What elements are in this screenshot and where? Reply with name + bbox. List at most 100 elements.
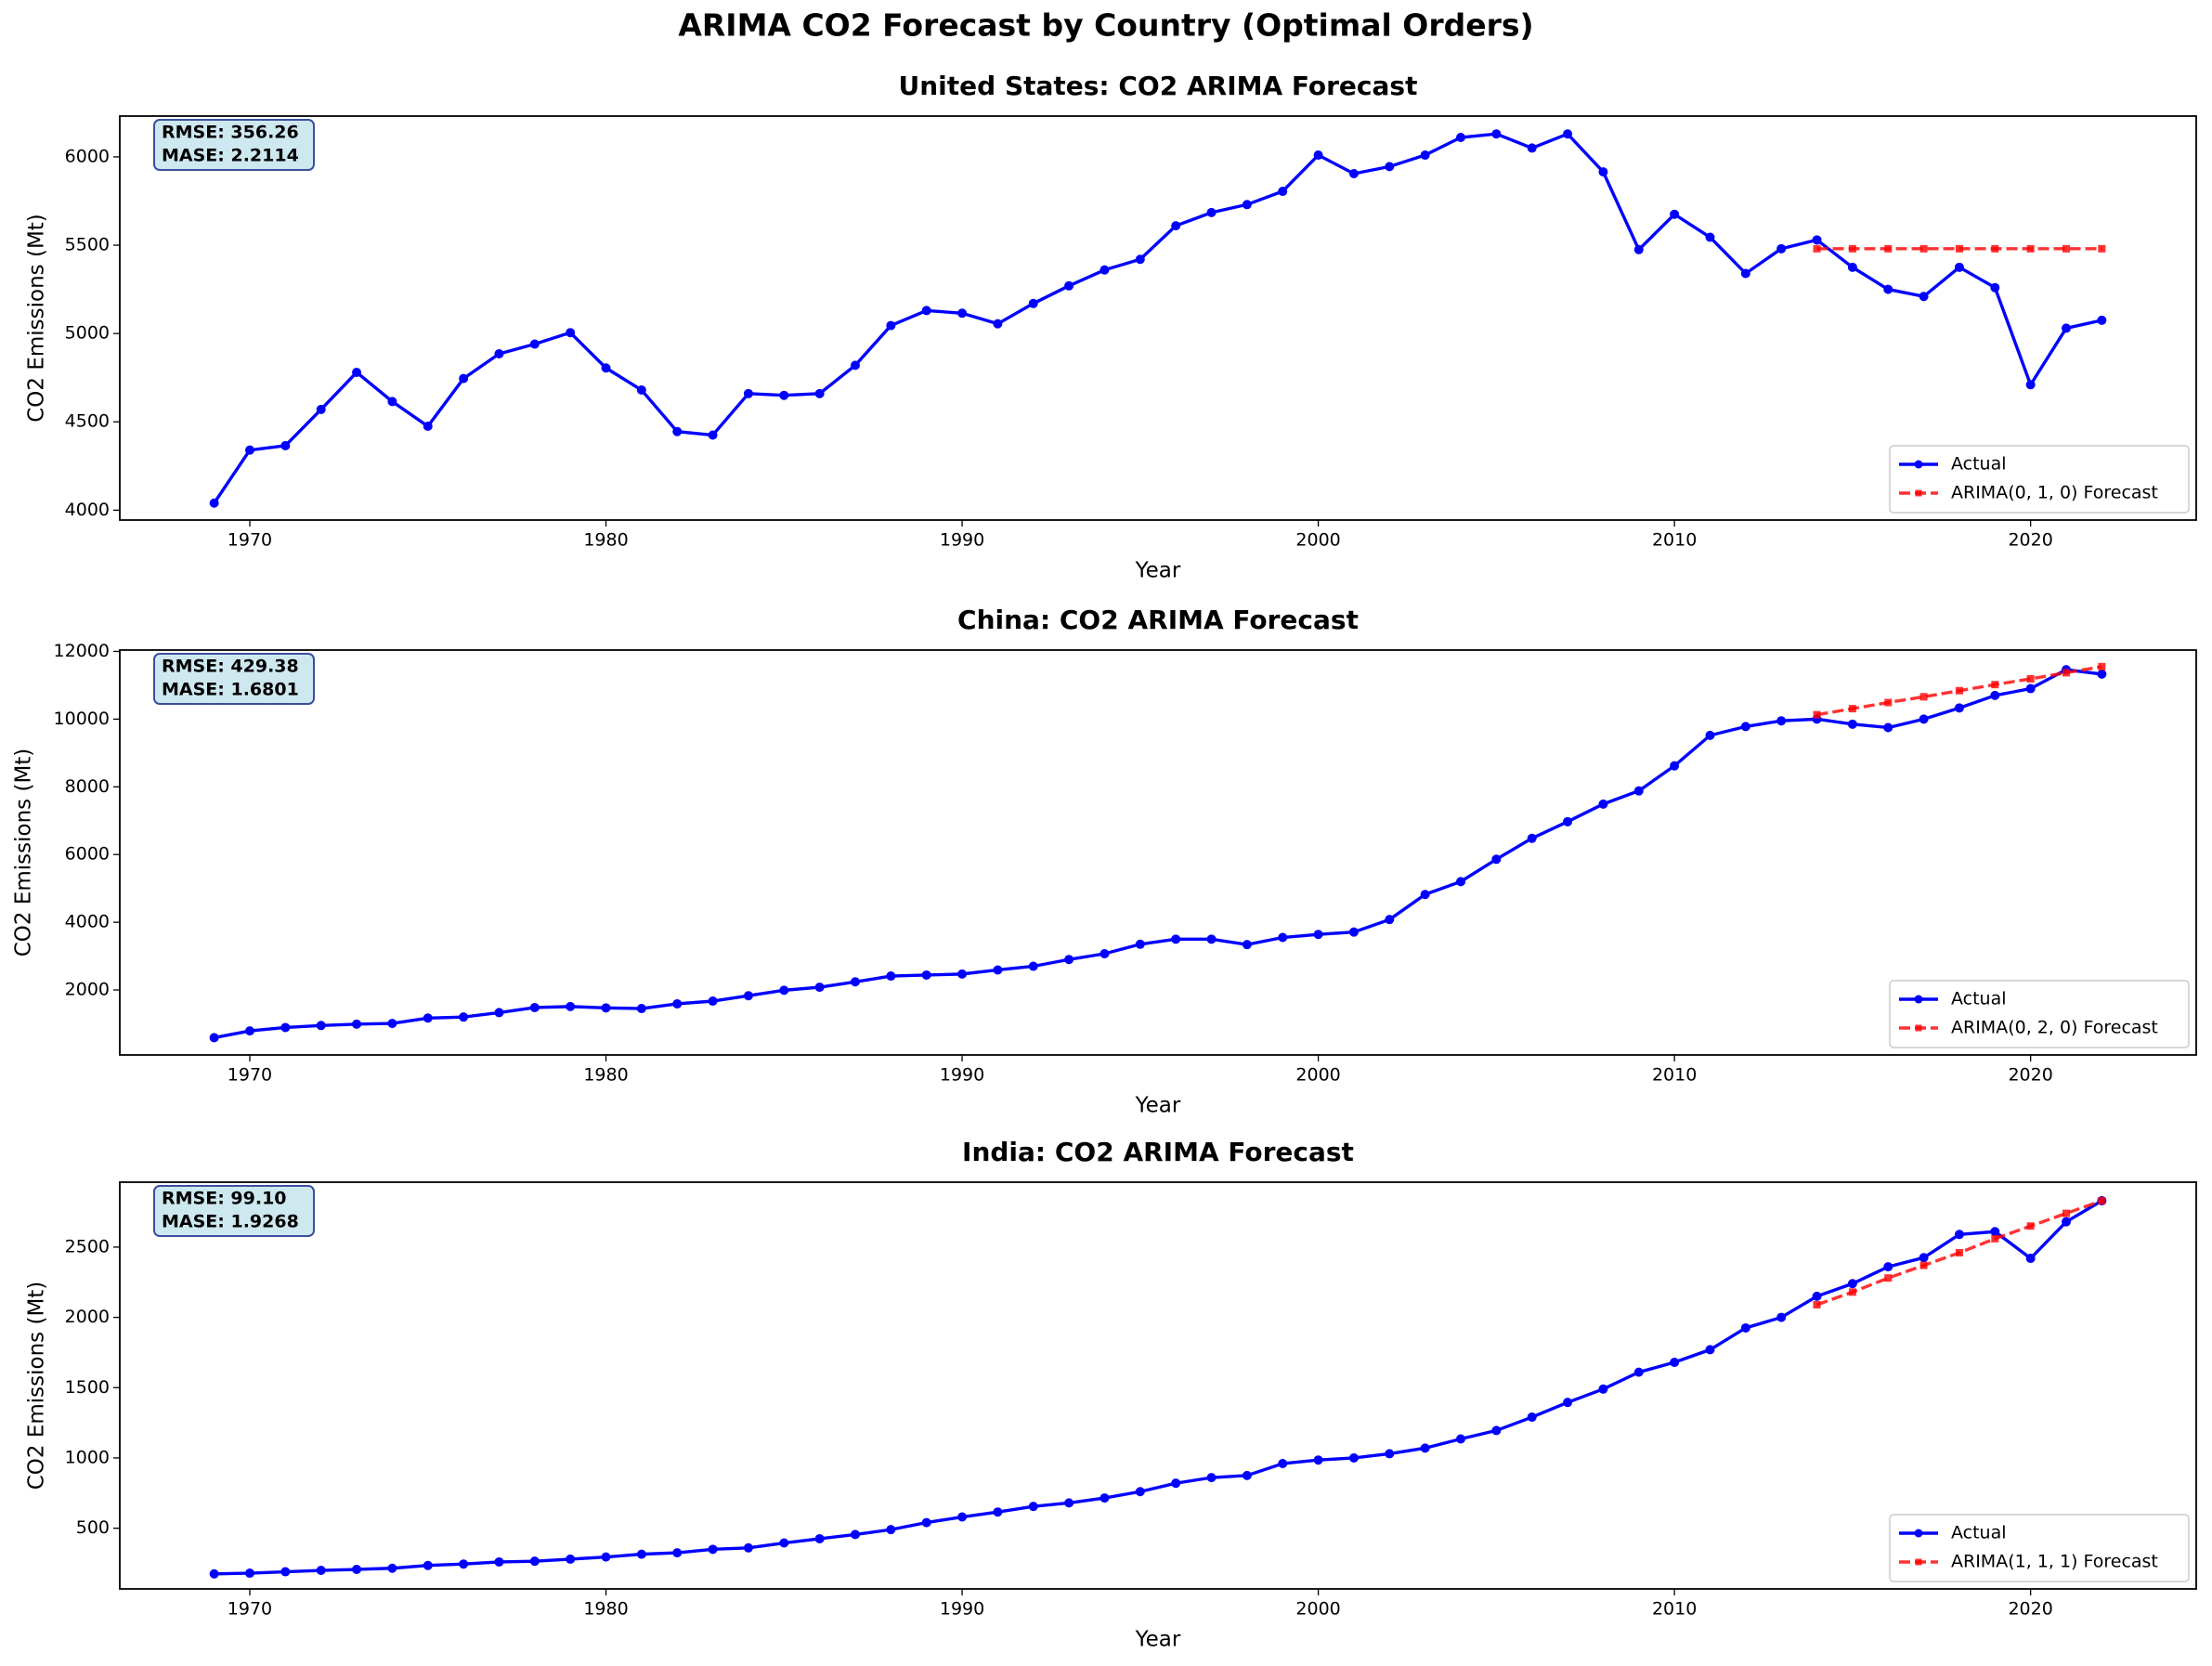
marker [1633,244,1644,254]
x-tick-label: 1990 [940,1065,984,1086]
subplot-title: China: CO2 ARIMA Forecast [957,605,1359,635]
marker [779,1538,789,1548]
marker [814,983,825,993]
y-tick-label: 2000 [65,1307,110,1327]
marker [1990,690,2000,700]
marker [209,498,219,508]
marker [1919,292,1929,302]
marker [387,397,397,407]
marker [1171,934,1181,944]
y-tick-label: 1500 [65,1377,110,1398]
marker [1776,1312,1787,1322]
marker [672,998,683,1009]
subplot-title: United States: CO2 ARIMA Forecast [899,71,1418,101]
marker [1278,187,1288,197]
marker [1385,1449,1395,1459]
marker [1883,1262,1893,1272]
marker [1633,1367,1644,1377]
marker [494,349,504,359]
marker [2062,323,2072,333]
marker [1278,932,1288,943]
marker [1206,934,1217,944]
marker [886,1525,896,1535]
marker [2098,1196,2106,1204]
marker [1884,698,1893,707]
marker [993,965,1003,975]
marker [1848,244,1856,253]
y-axis-label: CO2 Emissions (Mt) [25,1282,49,1490]
metrics-text: MASE: 2.2114 [162,146,299,166]
x-tick-label: 1970 [228,1599,272,1620]
marker [1705,1345,1715,1355]
marker [2026,244,2035,253]
marker [352,1019,362,1029]
marker [2098,244,2106,253]
marker [1598,167,1608,177]
marker [1813,710,1821,719]
marker [280,1022,291,1033]
marker [1776,716,1787,726]
marker [352,1564,362,1574]
marker [1955,686,1963,695]
marker [1064,1498,1074,1508]
marker [423,1013,433,1023]
marker [957,308,968,319]
marker [957,1512,968,1522]
marker [993,1507,1003,1517]
marker [1919,1261,1928,1269]
y-axis-label: CO2 Emissions (Mt) [25,214,49,423]
marker [459,1012,469,1022]
y-tick-label: 8000 [65,776,110,797]
marker [1563,129,1573,139]
marker [2062,244,2071,253]
marker [1954,262,1964,272]
x-tick-label: 2000 [1295,1065,1340,1086]
marker [1991,244,1999,253]
metrics-text: RMSE: 356.26 [162,123,299,143]
marker [1884,244,1893,253]
marker [1028,1502,1038,1512]
marker [280,1567,291,1577]
axes-frame [119,1181,2197,1590]
marker [1171,221,1181,231]
marker [1348,1452,1359,1463]
x-tick-label: 2010 [1652,1599,1697,1620]
marker [1099,265,1110,275]
marker [459,373,469,384]
y-axis-label: CO2 Emissions (Mt) [12,748,36,957]
marker [601,1552,611,1562]
marker [1812,1291,1822,1301]
marker [1563,1398,1573,1408]
marker [1348,169,1359,179]
marker [1278,1458,1288,1468]
marker [1563,816,1573,826]
marker [921,1517,931,1528]
marker [1919,244,1928,253]
legend-marker [1915,1024,1922,1032]
marker [2097,669,2107,679]
y-tick-label: 5500 [65,235,110,255]
marker [2097,315,2107,325]
legend-label: Actual [1951,1523,2007,1543]
marker [2062,1209,2071,1217]
marker [1527,833,1537,843]
marker [387,1019,397,1029]
marker [993,319,1003,329]
x-tick-label: 1970 [228,530,272,551]
marker [1135,254,1145,265]
marker [1348,927,1359,937]
marker [529,339,540,349]
series-line [214,1199,2103,1576]
marker [672,1548,683,1558]
x-axis-label: Year [1135,1094,1181,1118]
metrics-text: MASE: 1.9268 [162,1212,299,1232]
x-tick-label: 1990 [940,530,984,551]
marker [1598,1384,1608,1394]
marker [850,360,860,371]
marker [352,367,362,377]
marker [1313,150,1323,161]
marker [708,1544,718,1555]
marker [601,363,611,373]
marker [1491,854,1502,865]
marker [529,1556,540,1567]
